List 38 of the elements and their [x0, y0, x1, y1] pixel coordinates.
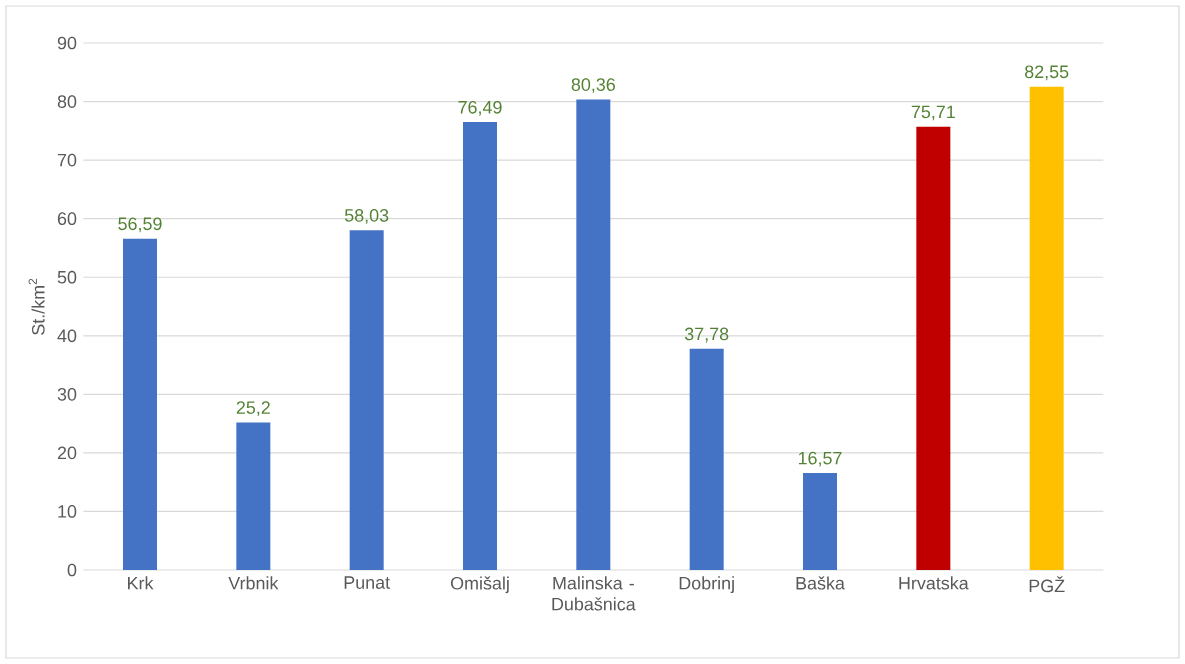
x-tick-label: Vrbnik — [228, 576, 279, 590]
x-tick-label: Baška — [796, 576, 845, 590]
data-label: 37,78 — [684, 327, 729, 343]
y-tick-label: 40 — [57, 329, 77, 343]
data-label: 56,59 — [118, 217, 162, 233]
x-tick-label: Malinska - Dubašnica — [552, 576, 636, 611]
data-label: 82,55 — [1025, 65, 1069, 81]
y-tick-label: 10 — [58, 505, 77, 518]
data-label: 75,71 — [911, 105, 955, 121]
data-label: 25,2 — [236, 401, 270, 417]
data-label: 80,36 — [571, 78, 615, 94]
y-tick-label: 20 — [57, 446, 77, 460]
bar — [463, 122, 497, 570]
bar — [576, 99, 611, 570]
x-tick-label: Omišalj — [450, 576, 509, 594]
x-tick-label: Krk — [128, 576, 154, 590]
x-tick-label: PGŽ — [1029, 576, 1065, 593]
y-tick-label: 60 — [57, 212, 77, 226]
data-label: 76,49 — [458, 100, 502, 116]
data-label: 16,57 — [798, 451, 842, 467]
y-tick-label: 80 — [57, 95, 77, 108]
x-tick-label: Dobrinj — [679, 576, 734, 594]
x-tick-label: Hrvatska — [899, 576, 969, 590]
y-tick-label: 50 — [57, 270, 77, 284]
bar — [123, 238, 157, 570]
data-label: 58,03 — [344, 209, 389, 224]
bar — [1029, 86, 1064, 570]
y-tick-label: 0 — [67, 563, 77, 577]
x-tick-label: Punat — [344, 576, 390, 589]
y-tick-label: 30 — [57, 387, 77, 401]
y-tick-label: 70 — [57, 153, 77, 167]
y-axis-title: St./km$^{2}$ — [28, 278, 45, 335]
bar — [803, 472, 837, 570]
bar — [236, 422, 271, 570]
bar — [689, 348, 724, 570]
y-tick-label: 90 — [57, 36, 77, 50]
bar — [916, 126, 951, 570]
bar — [349, 230, 384, 570]
